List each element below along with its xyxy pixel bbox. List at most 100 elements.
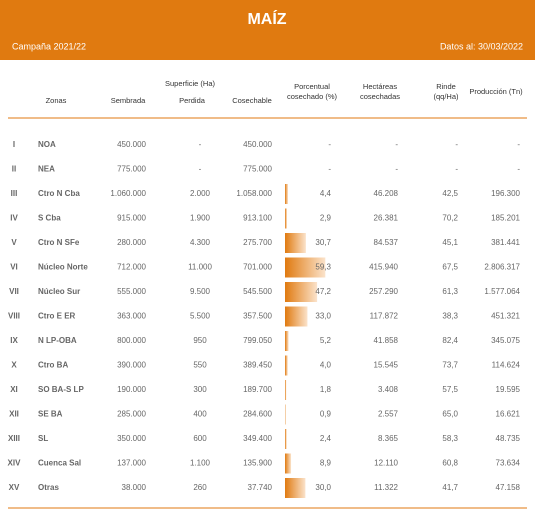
cell: - — [395, 140, 398, 149]
percent: 1,8 — [320, 385, 332, 394]
zone-number: III — [11, 189, 18, 198]
cell: 280.000 — [117, 238, 146, 247]
cell: - — [199, 165, 202, 174]
cell: 390.000 — [117, 361, 146, 370]
cell: 189.700 — [243, 385, 272, 394]
cell: 3.408 — [378, 385, 399, 394]
cell: 381.441 — [491, 238, 520, 247]
cell: 11.000 — [188, 263, 212, 272]
cell: 285.000 — [117, 410, 146, 419]
cell: 41.858 — [374, 336, 399, 345]
zone-name: Núcleo Norte — [38, 263, 88, 272]
cell: 950 — [193, 336, 207, 345]
percent-bar — [285, 257, 326, 278]
col-header: Cosechable — [232, 96, 272, 105]
cell: 16.621 — [496, 410, 521, 419]
date: Datos al: 30/03/2022 — [440, 41, 523, 51]
cell: 363.000 — [117, 312, 146, 321]
cell: - — [455, 140, 458, 149]
percent-bar — [285, 404, 286, 425]
cell: 38,3 — [442, 312, 458, 321]
cell: 42,5 — [442, 189, 458, 198]
cell: 190.000 — [117, 385, 146, 394]
cell: 60,8 — [442, 459, 458, 468]
zone-name: Ctro BA — [38, 361, 68, 370]
percent: 47,2 — [315, 287, 331, 296]
cell: 26.381 — [374, 214, 399, 223]
cell: 2.806.317 — [484, 263, 520, 272]
percent-bar — [285, 355, 288, 376]
cell: 600 — [193, 434, 207, 443]
zone-number: XII — [9, 410, 19, 419]
cell: 37.740 — [248, 483, 273, 492]
cell: 357.500 — [243, 312, 272, 321]
cell: - — [199, 140, 202, 149]
zone-number: XIII — [8, 434, 20, 443]
zone-number: I — [13, 140, 15, 149]
cell: 915.000 — [117, 214, 146, 223]
cell: 775.000 — [243, 165, 272, 174]
cell: 41,7 — [442, 483, 458, 492]
col-header: Zonas — [46, 96, 67, 105]
col-header: cosechado (%) — [287, 92, 338, 101]
cell: 8.365 — [378, 434, 399, 443]
cell: 9.500 — [190, 287, 211, 296]
col-header: Porcentual — [294, 82, 330, 91]
cell: 45,1 — [442, 238, 458, 247]
cell: 913.100 — [243, 214, 272, 223]
cell: 70,2 — [442, 214, 458, 223]
cell: 550 — [193, 361, 207, 370]
cell: 12.110 — [374, 459, 398, 468]
col-header: Producción (Tn) — [469, 87, 523, 96]
cell: - — [517, 165, 520, 174]
cell: 73.634 — [496, 459, 521, 468]
cell: 1.058.000 — [236, 189, 272, 198]
cell: 15.545 — [374, 361, 399, 370]
cell: 349.400 — [243, 434, 272, 443]
cell: 257.290 — [369, 287, 398, 296]
percent-bar — [285, 306, 308, 327]
cell: 65,0 — [442, 410, 458, 419]
zone-name: Ctro E ER — [38, 312, 76, 321]
percent-bar — [285, 233, 306, 253]
percent: 30,0 — [315, 483, 331, 492]
cell: 389.450 — [243, 361, 272, 370]
cell: 260 — [193, 483, 207, 492]
zone-number: VIII — [8, 312, 20, 321]
col-header: cosechadas — [360, 92, 400, 101]
cell: 57,5 — [442, 385, 458, 394]
zone-number: XIV — [8, 459, 22, 468]
cell: 4.300 — [190, 238, 211, 247]
percent: 2,4 — [320, 434, 332, 443]
zone-name: Ctro N Cba — [38, 189, 80, 198]
zone-number: V — [11, 238, 17, 247]
percent-bar — [285, 453, 292, 474]
percent: - — [328, 165, 331, 174]
cell: 84.537 — [374, 238, 399, 247]
cell: 275.700 — [243, 238, 272, 247]
header-band — [0, 0, 535, 60]
zone-name: Cuenca Sal — [38, 459, 81, 468]
percent-bar — [285, 184, 288, 204]
cell: 47.158 — [496, 483, 521, 492]
zone-name: Otras — [38, 483, 59, 492]
zone-number: VI — [10, 263, 18, 272]
cell: 73,7 — [442, 361, 458, 370]
cell: 1.100 — [190, 459, 211, 468]
cell: 38.000 — [122, 483, 147, 492]
cell: 114.624 — [492, 361, 521, 370]
cell: 135.900 — [243, 459, 272, 468]
cell: 450.000 — [243, 140, 272, 149]
zone-number: IV — [10, 214, 18, 223]
percent: 2,9 — [320, 214, 332, 223]
col-header: Hectáreas — [363, 82, 397, 91]
percent-bar — [285, 478, 306, 498]
percent-bar — [285, 208, 287, 229]
zone-name: N LP-OBA — [38, 336, 77, 345]
cell: 82,4 — [442, 336, 458, 345]
col-header: Rinde — [436, 82, 456, 91]
zone-number: XI — [10, 385, 18, 394]
col-header: (qq/Ha) — [433, 92, 459, 101]
percent: 4,0 — [320, 361, 332, 370]
cell: 701.000 — [243, 263, 272, 272]
